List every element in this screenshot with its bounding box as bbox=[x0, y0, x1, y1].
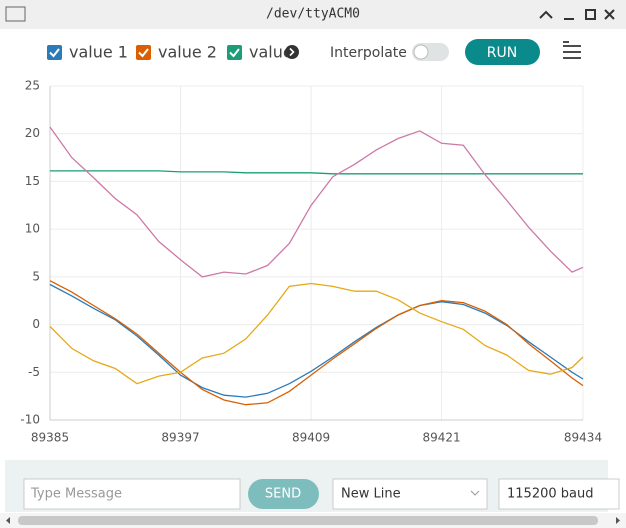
line-ending-select[interactable] bbox=[332, 478, 488, 510]
y-tick-label: -5 bbox=[28, 365, 40, 379]
y-tick-label: 20 bbox=[25, 126, 40, 140]
baud-select[interactable] bbox=[498, 478, 620, 510]
window-title: /dev/ttyACM0 bbox=[266, 7, 360, 22]
legend-scroll-arrow bbox=[289, 47, 295, 57]
message-input[interactable] bbox=[23, 478, 241, 510]
run-label: RUN bbox=[487, 45, 517, 61]
restore[interactable] bbox=[585, 9, 596, 20]
x-tick-label: 89385 bbox=[31, 431, 69, 445]
run-button[interactable] bbox=[465, 39, 540, 65]
y-tick-label: 0 bbox=[32, 317, 40, 331]
legend-checkbox[interactable] bbox=[227, 45, 242, 60]
x-tick-label: 89409 bbox=[292, 431, 330, 445]
x-tick-label: 89434 bbox=[564, 431, 602, 445]
series-line bbox=[49, 282, 584, 385]
y-tick-label: 10 bbox=[25, 222, 40, 236]
legend: value 1 value 2 value 3 bbox=[47, 43, 308, 62]
legend-check bbox=[229, 48, 240, 58]
message-placeholder: Type Message bbox=[30, 487, 122, 502]
series-line bbox=[50, 170, 583, 175]
line-ending: New Line bbox=[341, 487, 401, 502]
title-bar bbox=[0, 0, 626, 29]
select-arrow bbox=[470, 490, 480, 496]
maximize-up[interactable] bbox=[539, 10, 553, 19]
legend-label: value 3 bbox=[249, 43, 308, 62]
series-line bbox=[49, 126, 584, 278]
y-tick-label: -10 bbox=[20, 413, 40, 427]
legend-check bbox=[138, 48, 149, 58]
send-label: SEND bbox=[265, 487, 301, 502]
y-tick-label: 25 bbox=[25, 79, 40, 93]
plot: -10 -5 0 5 10 15 20 25 89385 89397 89409 89421 89434 bbox=[20, 79, 602, 445]
app-icon bbox=[5, 6, 26, 22]
legend-label: value 1 bbox=[69, 43, 128, 62]
x-tick-label: 89421 bbox=[422, 431, 460, 445]
x-tick-label: 89397 bbox=[161, 431, 199, 445]
menu-icon[interactable] bbox=[563, 41, 581, 59]
baud: 115200 baud bbox=[507, 487, 593, 502]
legend-scroll[interactable] bbox=[285, 45, 299, 59]
series-line bbox=[49, 280, 584, 406]
close[interactable] bbox=[604, 9, 615, 20]
legend-check bbox=[49, 48, 60, 58]
legend-checkbox[interactable] bbox=[136, 45, 151, 60]
y-tick-label: 15 bbox=[25, 174, 40, 188]
interpolate-label: Interpolate bbox=[330, 45, 407, 61]
toggle-knob bbox=[413, 44, 429, 60]
legend-checkbox[interactable] bbox=[47, 45, 62, 60]
y-tick-label: 5 bbox=[32, 269, 40, 283]
send-button[interactable] bbox=[248, 479, 319, 509]
series-line bbox=[49, 283, 584, 398]
legend-label: value 2 bbox=[158, 43, 217, 62]
scroll-thumb[interactable] bbox=[18, 516, 598, 525]
